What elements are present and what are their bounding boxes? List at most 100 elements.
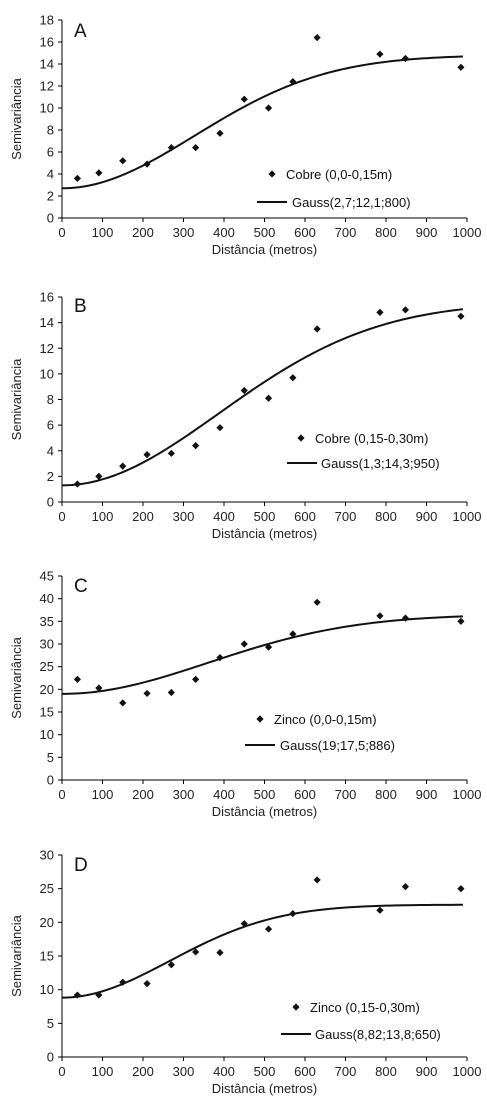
data-point [289, 909, 297, 918]
y-tick-label: 35 [40, 614, 54, 629]
data-point [289, 374, 297, 382]
data-point [376, 612, 384, 620]
data-point [216, 654, 224, 662]
y-tick-label: 15 [40, 949, 54, 964]
x-axis-title: Distância (metros) [212, 1081, 317, 1096]
x-tick-label: 600 [294, 509, 316, 524]
y-tick-label: 16 [40, 290, 54, 305]
y-tick-label: 25 [40, 881, 54, 896]
data-point [192, 442, 200, 450]
legend-points-label: Cobre (0,15-0,30m) [315, 431, 428, 446]
y-tick-label: 18 [40, 13, 54, 28]
y-tick-label: 12 [40, 341, 54, 356]
y-tick-label: 0 [47, 495, 54, 510]
x-tick-label: 200 [132, 1064, 154, 1079]
legend-point-marker [297, 434, 305, 442]
x-tick-label: 200 [132, 225, 154, 240]
data-point [167, 144, 175, 152]
y-tick-label: 20 [40, 682, 54, 697]
chart-panel-c: 0 5 10 15 20 25 30 35 40 45 0 100 200 300 400 500 600 700… [9, 569, 481, 820]
data-point [240, 920, 248, 928]
data-point [313, 34, 321, 42]
y-tick-label: 5 [47, 750, 54, 765]
legend-model-label: Gauss(1,3;14,3;950) [321, 456, 440, 471]
x-tick-label: 500 [254, 225, 276, 240]
x-tick-label: 0 [58, 509, 65, 524]
legend-model-label: Gauss(2,7;12,1;800) [292, 195, 411, 210]
x-tick-label: 200 [132, 787, 154, 802]
data-point [313, 876, 321, 884]
x-tick-label: 900 [416, 1064, 438, 1079]
data-point [313, 325, 321, 333]
y-tick-label: 8 [47, 123, 54, 138]
legend-point-marker [292, 1003, 300, 1011]
panel-letter: B [74, 296, 87, 317]
x-tick-label: 0 [58, 1064, 65, 1079]
legend: Zinco (0,0-0,15m) Gauss(19;17,5;886) [245, 712, 395, 753]
x-tick-label: 500 [254, 1064, 276, 1079]
data-point [401, 614, 410, 622]
data-point [143, 160, 151, 168]
legend-point-marker [256, 715, 264, 723]
y-tick-label: 10 [40, 101, 54, 116]
data-point [401, 883, 410, 891]
y-tick-label: 0 [47, 211, 54, 226]
y-tick-label: 30 [40, 637, 54, 652]
data-point [73, 174, 81, 182]
x-tick-label: 300 [173, 225, 195, 240]
x-tick-label: 900 [416, 787, 438, 802]
x-tick-label: 1000 [453, 509, 482, 524]
x-tick-label: 0 [58, 225, 65, 240]
legend: Cobre (0,15-0,30m) Gauss(1,3;14,3;950) [287, 431, 440, 471]
y-tick-label: 25 [40, 659, 54, 674]
y-tick-label: 14 [40, 315, 54, 330]
data-point [264, 643, 273, 651]
x-tick-label: 800 [375, 1064, 397, 1079]
x-tick-label: 700 [335, 509, 357, 524]
panel-letter: A [74, 21, 87, 42]
x-tick-label: 500 [254, 787, 276, 802]
legend-model-label: Gauss(8,82;13,8;650) [315, 1027, 441, 1042]
legend-model-label: Gauss(19;17,5;886) [280, 738, 395, 753]
x-tick-label: 800 [375, 509, 397, 524]
y-tick-label: 30 [40, 848, 54, 863]
data-point [264, 104, 273, 112]
x-tick-label: 300 [173, 509, 195, 524]
data-point [457, 312, 465, 320]
data-point [192, 144, 200, 152]
x-tick-label: 0 [58, 787, 65, 802]
x-axis-title: Distância (metros) [212, 804, 317, 819]
data-point [376, 50, 384, 58]
y-axis-title: Semivariância [9, 77, 24, 159]
x-tick-label: 900 [416, 509, 438, 524]
data-point [192, 675, 200, 683]
chart-panel-a: 0 2 4 6 8 10 12 14 16 18 0 100 200 300 400 500 600 700 800… [9, 13, 481, 258]
data-point [289, 630, 297, 638]
y-tick-label: 6 [47, 418, 54, 433]
y-tick-label: 10 [40, 982, 54, 997]
x-tick-label: 700 [335, 1064, 357, 1079]
data-point [95, 991, 103, 999]
y-tick-label: 20 [40, 915, 54, 930]
x-axis-title: Distância (metros) [212, 526, 317, 541]
data-point [313, 598, 321, 606]
y-tick-label: 8 [47, 392, 54, 407]
x-tick-label: 700 [335, 787, 357, 802]
x-tick-label: 400 [213, 1064, 235, 1079]
legend: Cobre (0,0-0,15m) Gauss(2,7;12,1;800) [257, 167, 411, 210]
data-point [401, 306, 410, 314]
data-point [95, 684, 103, 692]
y-tick-label: 15 [40, 705, 54, 720]
x-tick-label: 800 [375, 225, 397, 240]
x-tick-label: 100 [92, 1064, 114, 1079]
panel-letter: C [74, 576, 88, 597]
y-tick-label: 0 [47, 1050, 54, 1065]
gauss-model-curve [61, 615, 463, 695]
data-point [167, 688, 175, 697]
y-axis-title: Semivariância [9, 358, 24, 440]
data-point [73, 675, 81, 683]
x-tick-label: 200 [132, 509, 154, 524]
y-tick-label: 4 [47, 167, 54, 182]
